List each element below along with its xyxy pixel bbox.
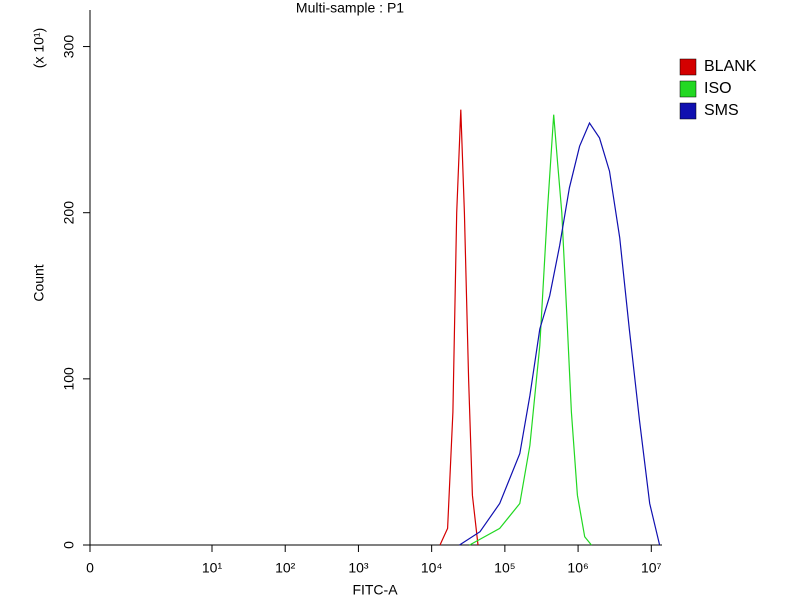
histogram-line xyxy=(459,121,661,546)
histogram-line xyxy=(439,109,479,546)
histogram-line xyxy=(469,114,592,546)
x-tick-label: 10⁴ xyxy=(421,560,443,576)
x-tick-label: 0 xyxy=(86,560,94,576)
legend-label: ISO xyxy=(704,80,732,97)
x-tick-label: 10⁵ xyxy=(494,560,515,576)
y-tick-label: 100 xyxy=(61,367,77,391)
x-axis-label: FITC-A xyxy=(352,582,398,598)
x-tick-label: 10⁶ xyxy=(567,560,588,576)
legend-label: SMS xyxy=(704,102,739,119)
legend-swatch xyxy=(679,58,697,76)
x-tick-label: 10¹ xyxy=(202,560,223,576)
legend-label: BLANK xyxy=(704,58,757,75)
legend-swatch xyxy=(679,80,697,98)
y-tick-label: 200 xyxy=(61,201,77,225)
x-tick-label: 10⁷ xyxy=(641,560,662,576)
chart-title: Multi-sample : P1 xyxy=(296,0,404,16)
y-scale-note: (x 10¹) xyxy=(31,28,47,68)
x-tick-label: 10³ xyxy=(348,560,369,576)
y-axis-label: Count xyxy=(31,264,47,301)
x-tick-label: 10² xyxy=(275,560,296,576)
legend-swatch xyxy=(679,102,697,120)
y-tick-label: 300 xyxy=(61,35,77,59)
y-tick-label: 0 xyxy=(61,541,77,549)
